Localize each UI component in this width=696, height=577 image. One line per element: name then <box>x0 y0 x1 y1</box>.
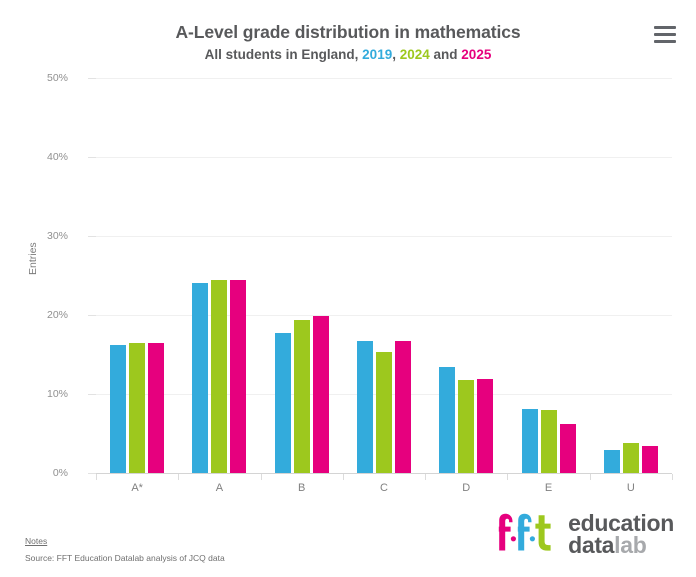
bar-D-2019[interactable] <box>439 367 456 473</box>
page-title: A-Level grade distribution in mathematic… <box>175 22 521 42</box>
y-axis-tick <box>88 157 96 158</box>
x-axis-tick <box>425 474 427 480</box>
x-axis-tick <box>507 474 509 480</box>
bar-E-2019[interactable] <box>521 409 538 473</box>
y-axis-tick <box>88 315 96 316</box>
y-axis-tick <box>88 473 96 474</box>
logo-education-text: education <box>568 509 674 536</box>
x-axis-label-A: A <box>215 482 224 494</box>
bar-cluster <box>357 78 411 473</box>
bar-cluster <box>274 78 329 473</box>
logo-wordmark: education datalab <box>568 509 674 558</box>
gridline <box>96 236 672 237</box>
bar-U-2019[interactable] <box>603 450 620 473</box>
x-axis-tick <box>260 474 262 480</box>
bar-C-2024[interactable] <box>376 352 392 473</box>
x-axis-line <box>96 473 672 474</box>
x-axis-label-D: D <box>462 482 471 494</box>
bar-cluster <box>192 78 247 473</box>
hamburger-bar-2 <box>654 33 676 36</box>
x-axis-label-C: C <box>380 482 388 494</box>
x-axis-tick <box>672 474 673 480</box>
fft-logo-icon <box>497 510 559 559</box>
plot-area <box>88 78 672 474</box>
notes-block: Notes Source: FFT Education Datalab anal… <box>25 531 225 563</box>
bar-Astar-2025[interactable] <box>148 342 165 473</box>
bar-A-2019[interactable] <box>192 282 209 473</box>
bar-D-2025[interactable] <box>477 379 494 473</box>
bar-B-2019[interactable] <box>274 333 291 473</box>
gridline <box>96 315 672 316</box>
bar-Astar-2019[interactable] <box>110 345 127 473</box>
x-axis-label-E: E <box>544 482 553 494</box>
notes-link[interactable]: Notes <box>25 536 48 546</box>
bar-C-2025[interactable] <box>395 341 411 473</box>
y-axis-tick-label: 10% <box>46 388 68 400</box>
bar-A-2024[interactable] <box>211 280 228 473</box>
logo-data-text: data <box>568 532 615 558</box>
y-axis-tick <box>88 236 96 237</box>
x-axis-label-Astar: A* <box>131 482 143 494</box>
y-axis-tick-label: 50% <box>46 72 68 84</box>
legend-year-2024: 2024 <box>399 47 430 62</box>
bar-U-2024[interactable] <box>622 442 639 473</box>
bar-B-2025[interactable] <box>312 315 329 473</box>
bar-cluster <box>603 78 658 473</box>
bar-cluster <box>521 78 576 473</box>
chart-header: A-Level grade distribution in mathematic… <box>0 0 696 72</box>
x-axis-label-U: U <box>626 482 635 494</box>
y-axis-title: Entries <box>27 242 39 275</box>
bar-D-2024[interactable] <box>458 379 475 473</box>
y-axis-tick-label: 30% <box>46 230 68 242</box>
y-axis-tick <box>88 78 96 79</box>
y-axis-tick-label: 0% <box>52 467 68 479</box>
bar-cluster <box>110 78 165 473</box>
bar-E-2024[interactable] <box>540 409 557 473</box>
subtitle-separator-2: and <box>429 47 462 62</box>
bar-B-2024[interactable] <box>293 319 310 473</box>
hamburger-bar-1 <box>654 26 676 29</box>
chart-subtitle: All students in England, 2019, 2024 and … <box>0 47 696 62</box>
source-text: Source: FFT Education Datalab analysis o… <box>25 553 225 563</box>
x-axis-tick <box>178 474 180 480</box>
x-axis-tick <box>96 474 97 480</box>
fft-education-datalab-logo: education datalab <box>497 506 674 562</box>
hamburger-bar-3 <box>654 40 676 43</box>
bar-Astar-2024[interactable] <box>129 342 146 473</box>
bar-A-2025[interactable] <box>230 280 247 473</box>
y-axis-tick-label: 20% <box>46 309 68 321</box>
bar-C-2019[interactable] <box>357 341 373 473</box>
bar-cluster <box>439 78 494 473</box>
bar-E-2025[interactable] <box>559 424 576 473</box>
x-axis-tick <box>589 474 591 480</box>
gridline <box>96 78 672 79</box>
x-axis-labels: A* A B C D E U <box>96 474 673 500</box>
logo-lab-text: lab <box>614 532 647 558</box>
y-axis-tick <box>88 394 96 395</box>
hamburger-menu-icon[interactable] <box>654 26 676 44</box>
bar-U-2025[interactable] <box>641 446 658 473</box>
y-axis-tick-label: 40% <box>46 151 68 163</box>
logo-datalab-text: datalab <box>568 532 674 558</box>
legend-year-2019: 2019 <box>362 47 393 62</box>
x-axis-tick <box>342 474 344 480</box>
subtitle-prefix: All students in England, <box>204 47 363 62</box>
subtitle-separator-1: , <box>392 47 400 62</box>
x-axis-label-B: B <box>298 482 306 494</box>
y-axis-labels: 0% 10% 20% 30% 40% 50% <box>0 0 90 577</box>
gridline <box>96 157 672 158</box>
legend-year-2025: 2025 <box>461 47 492 62</box>
